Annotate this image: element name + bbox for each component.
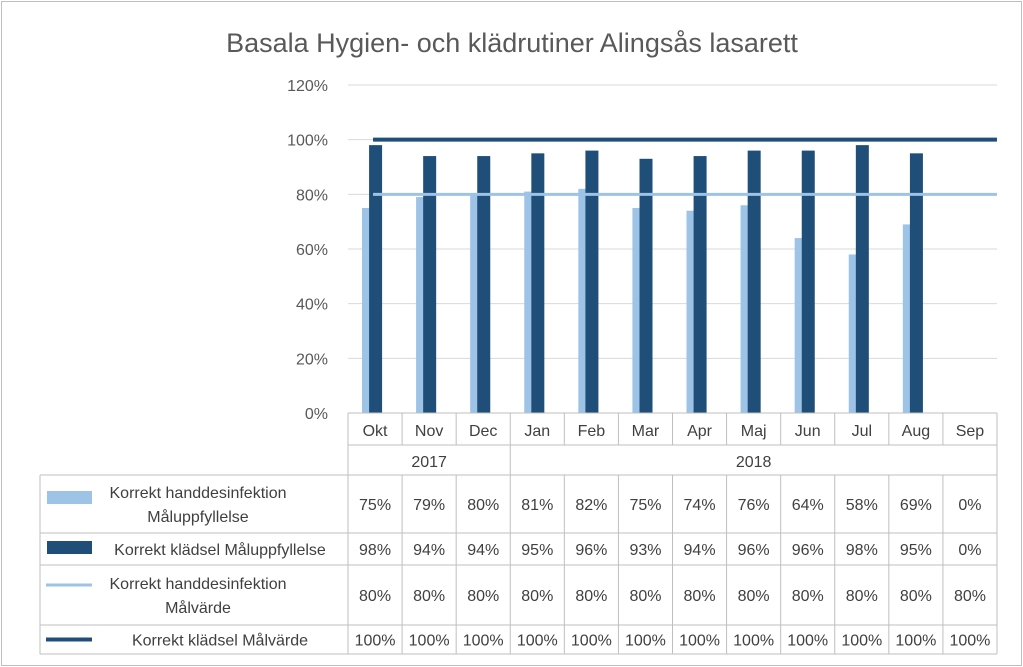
category-label: Jan	[524, 423, 550, 440]
table-cell: 100%	[625, 633, 666, 650]
table-cell: 98%	[359, 542, 391, 559]
category-label: Sep	[956, 423, 985, 440]
table-cell: 100%	[463, 633, 504, 650]
table-cell: 95%	[521, 542, 553, 559]
category-label: Nov	[415, 423, 443, 440]
table-cell: 80%	[900, 588, 932, 605]
series-label: Korrekt handdesinfektion	[110, 485, 287, 502]
table-cell: 80%	[521, 588, 553, 605]
table-cell: 100%	[571, 633, 612, 650]
table-cell: 80%	[629, 588, 661, 605]
bar	[585, 150, 599, 413]
table-cell: 75%	[629, 497, 661, 514]
data-table: Okt Nov Dec Jan Feb Mar Apr Maj Jun Jul Aug Sep 2017…	[39, 412, 998, 655]
table-cell: 80%	[684, 588, 716, 605]
table-cell: 80%	[467, 497, 499, 514]
category-label: Mar	[632, 423, 660, 440]
series-label: Målvärde	[165, 599, 231, 617]
table-cell: 96%	[575, 542, 607, 559]
table-cell: 80%	[413, 588, 445, 605]
table-cell: 100%	[679, 633, 720, 650]
category-label: Jul	[852, 423, 872, 440]
chart-title: Basala Hygien- och klädrutiner Alingsås …	[226, 28, 798, 58]
y-tick-label: 60%	[296, 242, 328, 259]
table-cell: 76%	[738, 497, 770, 514]
category-label: Okt	[363, 423, 388, 440]
table-cell: 80%	[846, 588, 878, 605]
table-cell: 100%	[787, 633, 828, 650]
table-cell: 100%	[409, 633, 450, 650]
category-label: Dec	[469, 423, 497, 440]
year-label: 2017	[411, 454, 447, 471]
bar	[855, 145, 869, 413]
table-cell: 74%	[684, 497, 716, 514]
table-cell: 93%	[629, 542, 661, 559]
bars	[362, 145, 923, 414]
table-cell: 94%	[684, 542, 716, 559]
category-label: Feb	[578, 423, 606, 440]
table-cell: 100%	[949, 633, 990, 650]
y-tick-label: 120%	[287, 78, 328, 95]
y-axis-ticks: 0% 20% 40% 60% 80% 100% 120%	[287, 78, 328, 423]
bar	[639, 158, 653, 413]
y-tick-label: 100%	[287, 133, 328, 150]
table-cell: 100%	[895, 633, 936, 650]
table-cell: 100%	[355, 633, 396, 650]
table-cell: 0%	[958, 497, 981, 514]
category-label: Apr	[687, 423, 713, 440]
table-cell: 80%	[738, 588, 770, 605]
table-cell: 98%	[846, 542, 878, 559]
y-tick-label: 40%	[296, 297, 328, 314]
legend-key	[47, 491, 92, 504]
bar	[801, 150, 815, 413]
series-label: Måluppfyllelse	[147, 508, 248, 526]
series-label: Korrekt klädsel Målvärde	[132, 632, 308, 650]
y-tick-label: 80%	[296, 187, 328, 204]
category-label: Maj	[741, 423, 767, 440]
gridlines	[348, 84, 997, 359]
table-cell: 80%	[467, 588, 499, 605]
table-cell: 100%	[841, 633, 882, 650]
bar	[369, 145, 383, 413]
table-cell: 96%	[738, 542, 770, 559]
bar	[747, 150, 761, 413]
series-label: Korrekt klädsel Måluppfyllelse	[114, 541, 326, 559]
bar	[531, 153, 545, 414]
table-cell: 95%	[900, 542, 932, 559]
table-cell: 80%	[575, 588, 607, 605]
table-cell: 80%	[792, 588, 824, 605]
bar	[477, 156, 491, 414]
legend-key	[47, 541, 92, 554]
table-cell: 79%	[413, 497, 445, 514]
bar	[693, 156, 707, 414]
table-cell: 100%	[517, 633, 558, 650]
table-cell: 80%	[359, 588, 391, 605]
bar	[909, 153, 923, 414]
bar	[423, 156, 437, 414]
table-cell: 69%	[900, 497, 932, 514]
table-cell: 64%	[792, 497, 824, 514]
table-cell: 100%	[733, 633, 774, 650]
table-cell: 80%	[954, 588, 986, 605]
y-tick-label: 20%	[296, 351, 328, 368]
table-cell: 94%	[413, 542, 445, 559]
table-cell: 82%	[575, 497, 607, 514]
table-cell: 0%	[958, 542, 981, 559]
table-cell: 58%	[846, 497, 878, 514]
series-label: Korrekt handdesinfektion	[110, 576, 287, 593]
category-label: Aug	[902, 423, 930, 440]
target-lines	[373, 137, 997, 196]
table-cell: 94%	[467, 542, 499, 559]
table-cell: 81%	[521, 497, 553, 514]
table-cell: 75%	[359, 497, 391, 514]
year-label: 2018	[736, 454, 772, 471]
category-label: Jun	[795, 423, 821, 440]
y-tick-label: 0%	[305, 406, 328, 423]
table-cell: 96%	[792, 542, 824, 559]
